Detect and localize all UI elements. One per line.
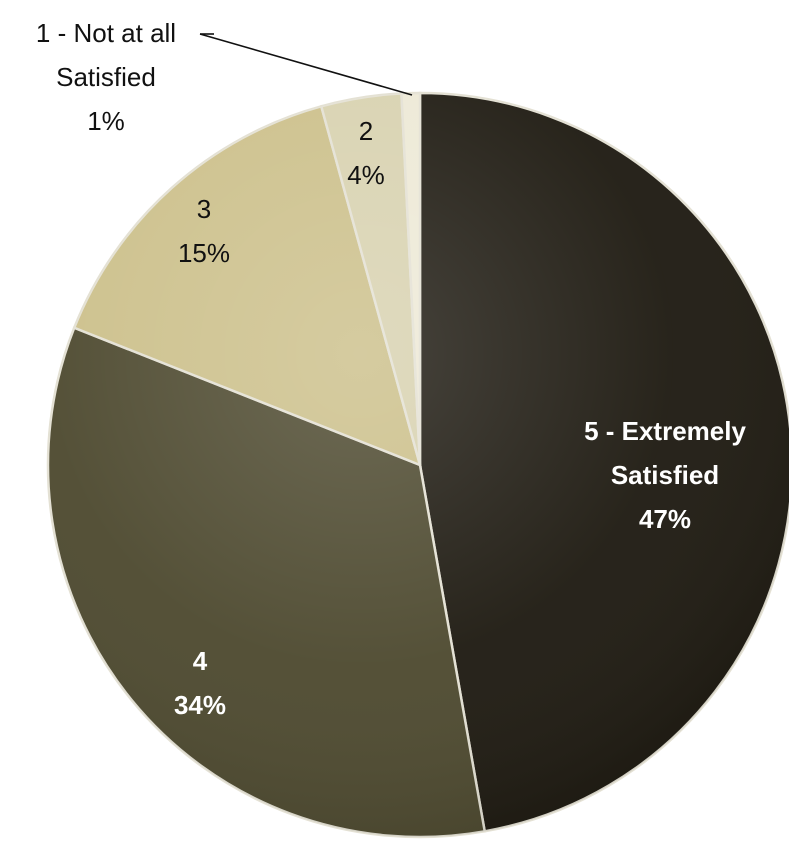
slice-1-category-label: 5 - Extremely [584,416,746,446]
slice-1-percent-label: 47% [639,504,691,534]
leader-line-1 [199,33,413,96]
pie-slice-1 [418,91,789,833]
slice-5-category-label: 1 - Not at all [36,18,176,48]
slice-3-percent-label: 15% [178,238,230,268]
slice-5-category-label: Satisfied [56,62,156,92]
slice-labels: 5 - Extremely Satisfied 47% 4 34% 3 15% 2 4% 1 - … [36,18,747,720]
slice-3-category-label: 3 [197,194,211,224]
slice-4-category-label: 2 [359,116,373,146]
slice-5-percent-label: 1% [87,106,125,136]
slice-1-category-label: Satisfied [611,460,719,490]
slice-2-category-label: 4 [193,646,208,676]
slice-4-percent-label: 4% [347,160,385,190]
slice-2-percent-label: 34% [174,690,226,720]
